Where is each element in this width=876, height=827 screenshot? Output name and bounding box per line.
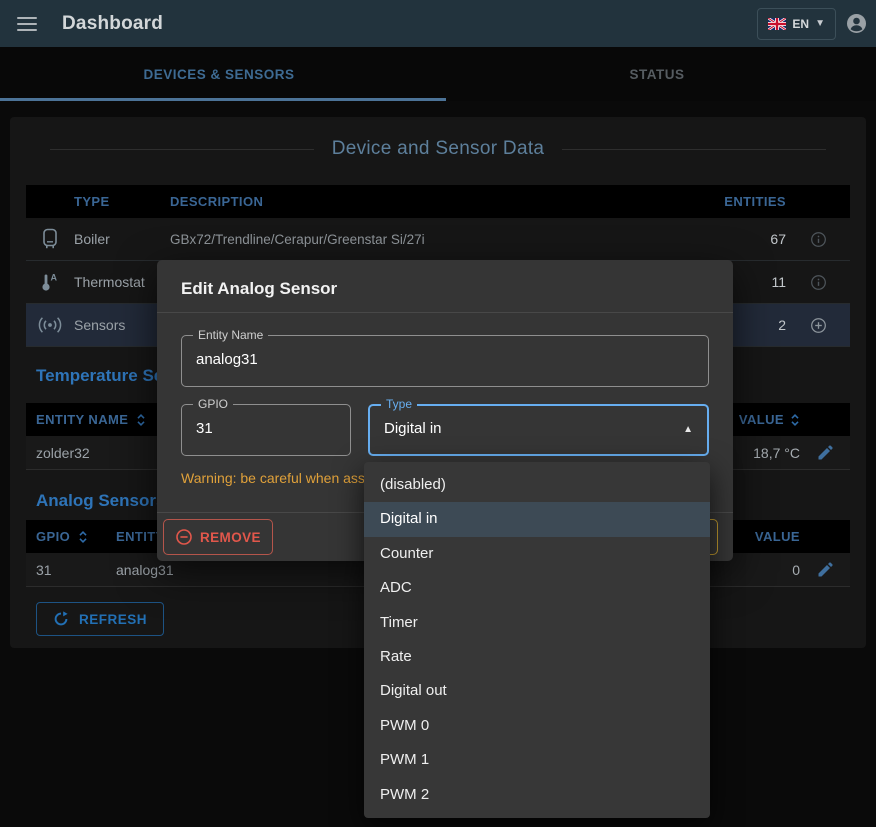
sort-icon[interactable] [78,530,88,544]
type-dropdown-menu: (disabled) Digital in Counter ADC Timer … [364,462,710,818]
option-rate[interactable]: Rate [380,647,412,665]
header-entity-name[interactable]: ENTITY NAME [36,412,129,427]
entity-name-cell: zolder32 [36,444,90,461]
refresh-button[interactable]: REFRESH [36,602,165,636]
svg-text:A: A [51,273,58,283]
info-icon[interactable] [786,274,850,291]
device-type-label: Sensors [74,317,126,333]
uk-flag-icon [768,17,787,30]
refresh-label: REFRESH [79,611,148,627]
gpio-field[interactable]: GPIO 31 [181,397,351,456]
option-pwm-0[interactable]: PWM 0 [380,716,430,734]
entity-name-cell: analog31 [116,561,174,578]
entity-name-field[interactable]: Entity Name analog31 [181,328,709,387]
sort-icon[interactable] [790,413,800,427]
edit-pencil-icon[interactable] [800,445,850,460]
tab-bar: DEVICES & SENSORS STATUS [0,47,876,101]
device-type-label: Boiler [74,231,110,247]
warning-text: Warning: be careful when assig [181,470,376,486]
device-table-header: TYPE DESCRIPTION ENTITIES [26,185,850,218]
option-pwm-2[interactable]: PWM 2 [380,785,430,803]
thermostat-icon: A [26,271,74,293]
topbar-actions: EN ▼ [757,7,867,40]
header-description: DESCRIPTION [170,194,264,209]
chevron-up-icon: ▲ [683,424,693,435]
entity-name-field-value: analog31 [196,351,258,368]
value-cell: 0 [792,561,800,578]
remove-button[interactable]: REMOVE [163,519,273,555]
value-cell: 18,7 °C [753,444,800,461]
gpio-cell: 31 [36,561,52,578]
device-type-label: Thermostat [74,274,145,290]
option-timer[interactable]: Timer [380,613,418,631]
option-adc[interactable]: ADC [380,579,412,597]
type-select[interactable]: Type Digital in ▲ [368,397,709,456]
remove-circle-icon [175,528,193,546]
table-row-boiler[interactable]: Boiler GBx72/Trendline/Cerapur/Greenstar… [26,218,850,261]
header-value[interactable]: VALUE [738,412,784,427]
boiler-icon [26,228,74,250]
header-entities: ENTITIES [724,194,786,209]
option-disabled[interactable]: (disabled) [380,476,446,493]
edit-pencil-icon[interactable] [800,562,850,577]
language-selector[interactable]: EN ▼ [757,7,836,40]
device-description: GBx72/Trendline/Cerapur/Greenstar Si/27i [170,231,425,247]
user-avatar[interactable] [846,13,867,34]
type-select-label: Type [381,397,418,411]
sort-icon[interactable] [136,413,146,427]
option-digital-in[interactable]: Digital in [364,502,710,537]
device-entities-count: 67 [770,231,786,247]
tab-status[interactable]: STATUS [629,66,685,82]
gpio-field-value: 31 [196,420,213,437]
menu-icon[interactable] [17,16,37,31]
remove-label: REMOVE [200,529,261,545]
header-value: VALUE [754,529,800,544]
add-icon[interactable] [786,317,850,334]
gpio-field-label: GPIO [193,397,234,411]
info-icon[interactable] [786,231,850,248]
option-counter[interactable]: Counter [380,544,434,562]
option-digital-out[interactable]: Digital out [380,682,447,700]
divider [157,312,733,313]
analog-section-heading: Analog Sensors [36,491,166,510]
tab-devices-sensors[interactable]: DEVICES & SENSORS [143,66,295,82]
device-entities-count: 2 [778,317,786,333]
sensors-icon [26,316,74,334]
language-label: EN [792,16,810,31]
card-heading-text: Device and Sensor Data [331,138,545,159]
header-type: TYPE [74,194,110,209]
device-entities-count: 11 [771,274,786,290]
active-tab-indicator [0,98,446,101]
app-title: Dashboard [62,12,164,34]
card-heading: Device and Sensor Data [50,137,826,161]
chevron-down-icon: ▼ [815,17,825,29]
edit-analog-sensor-dialog: Edit Analog Sensor Entity Name analog31 … [157,260,733,561]
refresh-icon [53,611,69,627]
option-pwm-1[interactable]: PWM 1 [380,751,430,769]
entity-name-field-label: Entity Name [193,328,269,342]
header-gpio[interactable]: GPIO [36,529,71,544]
dialog-title: Edit Analog Sensor [181,279,338,298]
topbar: Dashboard EN ▼ [0,0,876,47]
type-select-value: Digital in [384,420,442,437]
